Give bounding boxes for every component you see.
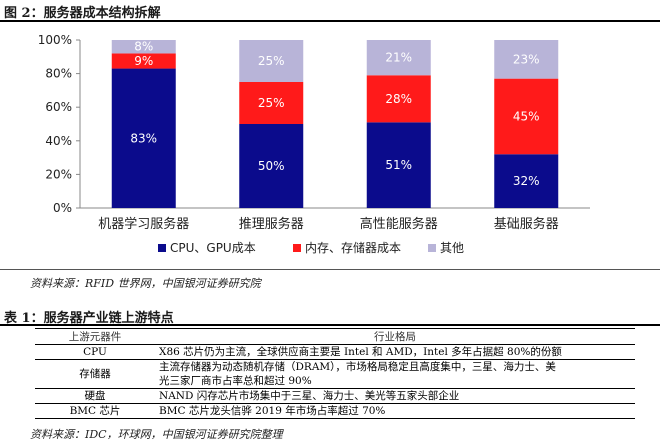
bar-data-label: 8% [134,40,153,54]
legend-label: 其他 [440,241,464,255]
bar-data-label: 45% [513,109,540,123]
bar-data-label: 50% [258,159,285,173]
bar-segment [111,53,176,69]
table-cell-component: 存储器 [35,359,155,389]
figure-bottom-rule [0,269,660,270]
table-cell-landscape: BMC 芯片龙头信骅 2019 年市场占率超过 70% [155,403,635,419]
table-row: CPU X86 芯片仍为主流，全球供应商主要是 Intel 和 AMD，Inte… [35,344,635,360]
table-cell-line: X86 芯片仍为主流，全球供应商主要是 Intel 和 AMD，Intel 多年… [159,346,562,358]
table-row: BMC 芯片 BMC 芯片龙头信骅 2019 年市场占率超过 70% [35,403,635,419]
bar-data-label: 83% [130,131,157,145]
table-cell-component: CPU [35,344,155,360]
bar-segment [111,68,176,208]
bar-data-label: 25% [258,96,285,110]
table-title-rule [0,324,660,326]
y-tick-label: 40% [45,134,72,148]
bar-data-label: 25% [258,54,285,68]
table-cell-component: BMC 芯片 [35,403,155,419]
bar-segment [111,40,176,54]
bar-data-label: 21% [385,51,412,65]
bar-data-label: 9% [134,54,153,68]
y-tick-label: 80% [45,67,72,81]
bar-segment [239,124,304,208]
y-tick-label: 60% [45,100,72,114]
bar-segment [494,78,559,155]
table-cell-landscape: NAND 闪存芯片市场集中于三星、海力士、美光等五家头部企业 [155,388,635,404]
table-header-component: 上游元器件 [35,328,155,345]
x-category-label: 推理服务器 [239,216,304,232]
y-tick-label: 20% [45,167,72,181]
table-cell-line: BMC 芯片龙头信骅 2019 年市场占率超过 70% [159,405,386,417]
bar-segment [494,40,559,79]
bar-data-label: 28% [385,92,412,106]
table-cell-component: 硬盘 [35,388,155,404]
bar-segment [239,82,304,124]
stacked-bar-chart: 0% 20% 40% 60% 80% 100% 83% 9%8% 机器学习服务器 50% 25% 25… [38,33,590,255]
bar-segment [366,75,431,123]
table-cell-line: 主流存储器为动态随机存储（DRAM），市场格局稳定且高度集中，三星、海力士、美 [159,361,556,373]
y-tick-label: 100% [38,33,72,47]
x-category-label: 基础服务器 [494,216,559,232]
upstream-table: 上游元器件 行业格局 CPU X86 芯片仍为主流，全球供应商主要是 Intel… [35,328,635,419]
table-source: 资料来源：IDC，环球网，中国银河证券研究院整理 [30,428,283,441]
bar-segment [366,40,431,76]
bar-segment [239,40,304,82]
figure-title-rule [0,20,660,22]
table-row: 硬盘 NAND 闪存芯片市场集中于三星、海力士、美光等五家头部企业 [35,388,635,404]
legend-swatch [158,244,166,252]
legend-swatch [428,244,436,252]
bar-segment [366,122,431,208]
table-cell-line: NAND 闪存芯片市场集中于三星、海力士、美光等五家头部企业 [159,390,460,402]
x-category-label: 高性能服务器 [360,216,438,232]
figure-title: 图 2：服务器成本结构拆解 [4,6,161,21]
table-header-landscape: 行业格局 [155,328,635,345]
table-title: 表 1：服务器产业链上游特点 [4,311,174,326]
legend-swatch [293,244,301,252]
legend-label: CPU、GPU成本 [170,241,256,255]
bar-data-label: 51% [385,158,412,172]
table-cell-line: 光三家厂商市占率总和超过 90% [159,375,312,387]
figure-source: 资料来源：RFID 世界网，中国银河证券研究院 [30,277,261,290]
bar-segment [494,154,559,208]
bar-data-label: 23% [513,52,540,66]
legend-label: 内存、存储器成本 [305,240,401,255]
table-cell-landscape: X86 芯片仍为主流，全球供应商主要是 Intel 和 AMD，Intel 多年… [155,344,635,360]
table-header-row: 上游元器件 行业格局 [35,328,635,345]
y-tick-label: 0% [53,201,72,215]
x-category-label: 机器学习服务器 [98,216,189,232]
table-row: 存储器 主流存储器为动态随机存储（DRAM），市场格局稳定且高度集中，三星、海力… [35,359,635,389]
table-cell-landscape: 主流存储器为动态随机存储（DRAM），市场格局稳定且高度集中，三星、海力士、美光… [155,359,635,389]
bar-data-label: 32% [513,174,540,188]
